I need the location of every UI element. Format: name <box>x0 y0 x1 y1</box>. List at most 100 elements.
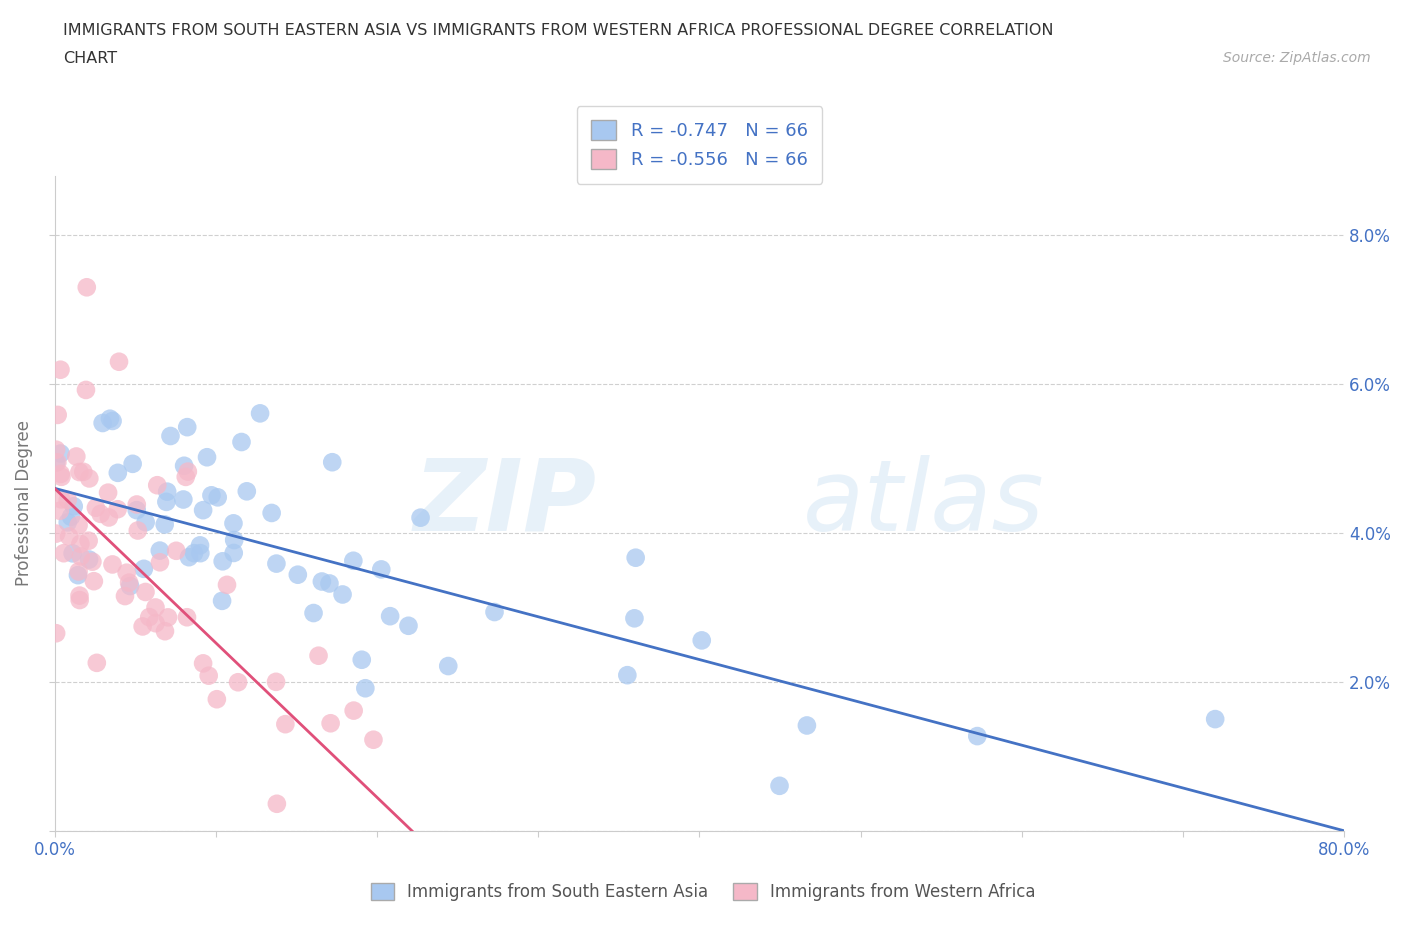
Text: ZIP: ZIP <box>413 455 596 551</box>
Point <box>222 546 245 561</box>
Point <box>125 497 148 512</box>
Point <box>176 419 198 434</box>
Point <box>157 610 180 625</box>
Point <box>134 585 156 600</box>
Point <box>222 516 245 531</box>
Point <box>165 543 187 558</box>
Point <box>90 507 112 522</box>
Point <box>83 574 105 589</box>
Point <box>127 523 149 538</box>
Point <box>62 498 84 513</box>
Point <box>49 503 72 518</box>
Text: IMMIGRANTS FROM SOUTH EASTERN ASIA VS IMMIGRANTS FROM WESTERN AFRICA PROFESSIONA: IMMIGRANTS FROM SOUTH EASTERN ASIA VS IM… <box>63 23 1053 38</box>
Point <box>197 669 219 684</box>
Point <box>188 538 211 552</box>
Point <box>97 485 120 500</box>
Point <box>69 592 91 607</box>
Point <box>153 517 176 532</box>
Point <box>153 624 176 639</box>
Point <box>120 578 142 593</box>
Point <box>318 576 340 591</box>
Point <box>437 658 460 673</box>
Point <box>173 458 195 473</box>
Point <box>266 556 288 571</box>
Point <box>107 465 129 480</box>
Point <box>264 674 287 689</box>
Point <box>690 633 713 648</box>
Point <box>49 363 72 378</box>
Point <box>370 562 392 577</box>
Point <box>342 553 364 568</box>
Point <box>115 565 138 580</box>
Point <box>177 464 200 479</box>
Point <box>45 526 67 541</box>
Point <box>174 470 197 485</box>
Point <box>101 557 124 572</box>
Point <box>149 543 172 558</box>
Point <box>287 567 309 582</box>
Point <box>84 500 107 515</box>
Point <box>308 648 330 663</box>
Point <box>67 518 90 533</box>
Point <box>132 562 155 577</box>
Point <box>624 551 647 565</box>
Point <box>60 510 83 525</box>
Point <box>131 619 153 634</box>
Y-axis label: Professional Degree: Professional Degree <box>15 420 32 586</box>
Point <box>378 609 401 624</box>
Point <box>155 495 177 510</box>
Point <box>224 533 246 548</box>
Point <box>108 354 131 369</box>
Point <box>616 668 638 683</box>
Point <box>49 467 72 482</box>
Point <box>86 656 108 671</box>
Point <box>363 732 385 747</box>
Point <box>236 484 259 498</box>
Point <box>260 506 283 521</box>
Point <box>107 502 129 517</box>
Point <box>302 605 325 620</box>
Point <box>98 411 121 426</box>
Point <box>118 575 141 590</box>
Point <box>183 546 205 561</box>
Point <box>231 434 253 449</box>
Point <box>226 675 249 690</box>
Point <box>159 429 181 444</box>
Point <box>49 446 72 461</box>
Point <box>45 455 67 470</box>
Point <box>354 681 377 696</box>
Point <box>484 604 506 619</box>
Point <box>135 515 157 530</box>
Point <box>62 546 84 561</box>
Point <box>77 552 100 567</box>
Point <box>409 511 432 525</box>
Point <box>350 652 373 667</box>
Point <box>114 589 136 604</box>
Point <box>205 692 228 707</box>
Point <box>149 555 172 570</box>
Point <box>321 455 343 470</box>
Point <box>332 587 354 602</box>
Point <box>966 728 988 743</box>
Point <box>266 796 288 811</box>
Text: atlas: atlas <box>803 455 1045 551</box>
Point <box>623 611 645 626</box>
Point <box>200 488 222 503</box>
Point <box>343 703 366 718</box>
Point <box>69 537 91 551</box>
Point <box>75 382 97 397</box>
Point <box>274 717 297 732</box>
Point <box>156 485 179 499</box>
Point <box>249 405 271 420</box>
Point <box>319 716 342 731</box>
Point <box>46 455 69 470</box>
Point <box>72 464 94 479</box>
Point <box>195 450 218 465</box>
Point <box>69 549 91 564</box>
Point <box>66 567 89 582</box>
Point <box>56 515 79 530</box>
Point <box>67 465 90 480</box>
Point <box>215 578 238 592</box>
Point <box>211 554 233 569</box>
Point <box>69 588 91 603</box>
